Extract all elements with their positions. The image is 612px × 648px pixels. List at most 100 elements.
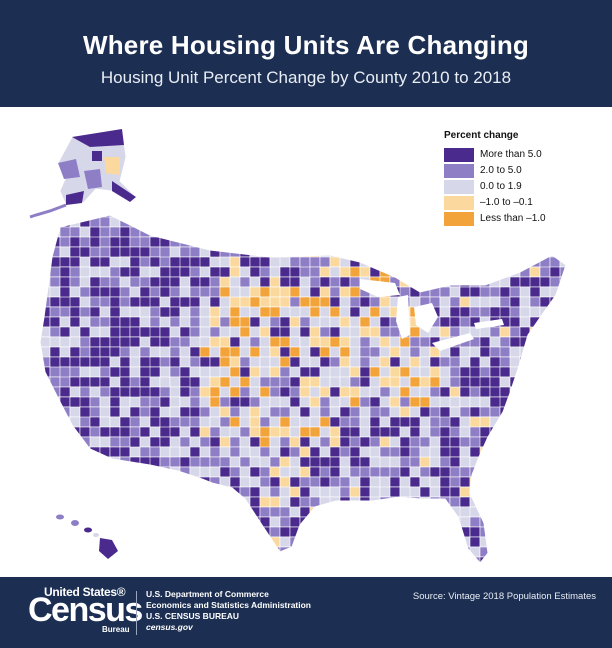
county-cell (159, 356, 171, 368)
county-cell (249, 436, 261, 448)
county-cell (519, 546, 541, 563)
county-cell (89, 476, 101, 488)
county-cell (519, 536, 541, 558)
county-cell (409, 506, 431, 528)
county-cell (209, 536, 221, 548)
county-cell (59, 426, 71, 438)
county-cell (419, 356, 431, 368)
county-cell (269, 246, 281, 258)
county-cell (489, 366, 501, 378)
county-cell (369, 526, 381, 538)
county-cell (379, 406, 391, 418)
county-cell (129, 476, 151, 498)
county-cell (529, 326, 541, 338)
county-cell (329, 396, 341, 408)
county-cell (539, 346, 551, 358)
county-cell (179, 496, 191, 508)
county-cell (449, 386, 461, 398)
county-cell (109, 506, 121, 518)
county-cell (529, 346, 541, 368)
county-cell (40, 556, 51, 563)
county-cell (549, 296, 561, 318)
county-cell (99, 356, 111, 368)
county-cell (229, 306, 241, 318)
county-cell (129, 426, 141, 438)
county-cell (199, 266, 211, 278)
county-cell (549, 426, 561, 438)
county-cell (299, 426, 311, 438)
county-cell (119, 276, 131, 288)
county-cell (219, 316, 231, 328)
county-cell (199, 516, 211, 528)
county-cell (339, 366, 351, 378)
county-cell (79, 226, 91, 238)
county-cell (529, 486, 541, 498)
county-cell (399, 456, 411, 468)
county-cell (259, 256, 271, 268)
county-cell (309, 236, 321, 248)
county-cell (459, 386, 471, 398)
county-cell (219, 506, 231, 518)
county-cell (109, 556, 121, 563)
county-cell (40, 406, 41, 428)
county-cell (99, 316, 111, 328)
website-link[interactable]: census.gov (146, 622, 193, 632)
county-cell (289, 296, 301, 308)
county-cell (149, 426, 161, 438)
county-cell (559, 426, 566, 438)
county-cell (149, 466, 161, 478)
county-cell (519, 226, 531, 248)
county-cell (199, 446, 211, 458)
county-cell (59, 346, 71, 358)
county-cell (149, 476, 161, 498)
county-cell (40, 436, 51, 448)
county-cell (119, 446, 131, 458)
county-cell (199, 506, 221, 518)
county-cell (559, 446, 566, 468)
county-cell (319, 215, 341, 218)
county-cell (509, 276, 521, 288)
county-cell (219, 516, 241, 528)
county-cell (439, 436, 451, 448)
map-title: Where Housing Units Are Changing (82, 30, 529, 60)
county-cell (289, 406, 301, 418)
county-cell (149, 416, 161, 428)
agency-line: U.S. CENSUS BUREAU (146, 611, 240, 621)
county-cell (389, 266, 411, 278)
county-cell (489, 506, 511, 518)
county-cell (479, 386, 491, 398)
county-cell (319, 476, 331, 488)
county-cell (89, 536, 101, 548)
county-cell (349, 556, 361, 563)
county-cell (419, 436, 431, 448)
county-cell (509, 486, 521, 498)
county-cell (209, 496, 221, 508)
county-cell (269, 336, 281, 348)
county-cell (149, 396, 161, 408)
county-cell (279, 526, 291, 538)
county-cell (79, 396, 91, 408)
county-cell (40, 286, 41, 298)
county-cell (129, 215, 141, 218)
county-cell (129, 546, 141, 558)
county-cell (239, 226, 251, 248)
map-legend: Percent change More than 5.0 2.0 to 5.0 … (444, 130, 604, 227)
county-cell (529, 396, 541, 408)
county-cell (259, 386, 271, 398)
county-cell (269, 416, 281, 428)
county-cell (40, 386, 51, 398)
county-cell (279, 436, 291, 448)
county-cell (149, 296, 161, 308)
county-cell (529, 556, 551, 563)
county-cell (59, 256, 71, 268)
county-cell (159, 496, 171, 508)
county-cell (299, 536, 311, 548)
county-cell (40, 466, 51, 478)
county-cell (229, 546, 241, 558)
county-cell (149, 216, 171, 228)
county-cell (199, 236, 211, 248)
county-cell (229, 536, 241, 558)
county-cell (429, 506, 441, 518)
county-cell (559, 326, 566, 348)
county-cell (139, 516, 151, 538)
